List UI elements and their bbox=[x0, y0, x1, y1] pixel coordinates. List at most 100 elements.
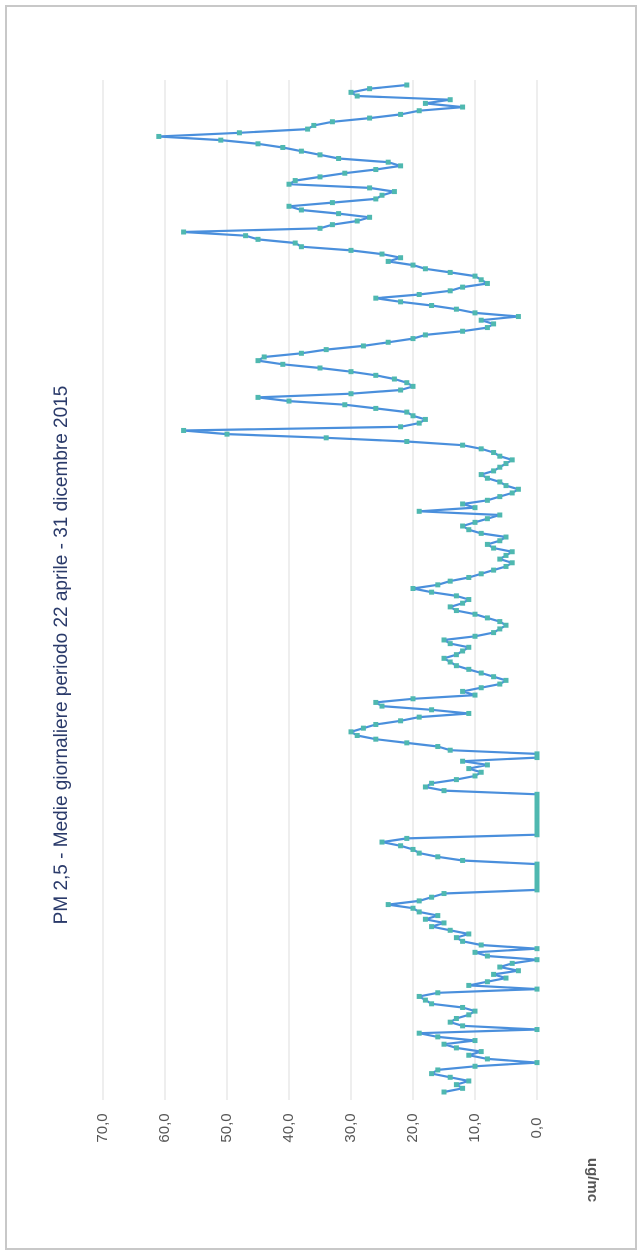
data-point bbox=[466, 644, 472, 650]
data-point bbox=[354, 218, 360, 224]
data-point bbox=[503, 563, 509, 569]
data-point bbox=[286, 398, 292, 404]
data-point bbox=[410, 846, 416, 852]
data-point bbox=[441, 788, 447, 794]
data-point bbox=[329, 200, 335, 206]
data-point bbox=[466, 527, 472, 533]
data-point bbox=[416, 108, 422, 114]
data-point bbox=[534, 946, 540, 952]
data-point bbox=[435, 854, 441, 860]
data-point bbox=[416, 714, 422, 720]
data-point bbox=[441, 1089, 447, 1095]
data-point bbox=[447, 659, 453, 665]
data-point bbox=[422, 100, 428, 106]
data-point bbox=[410, 336, 416, 342]
data-point bbox=[429, 303, 435, 309]
data-point bbox=[348, 89, 354, 95]
data-point bbox=[484, 516, 490, 522]
data-point bbox=[453, 777, 459, 783]
data-point bbox=[429, 1071, 435, 1077]
data-point bbox=[181, 229, 187, 235]
data-point bbox=[323, 435, 329, 441]
data-point bbox=[236, 130, 242, 136]
data-point bbox=[460, 648, 466, 654]
y-tick-label: 60,0 bbox=[156, 1113, 173, 1142]
data-point bbox=[478, 472, 484, 478]
data-point bbox=[367, 115, 373, 121]
chart-frame bbox=[5, 5, 637, 1250]
data-point bbox=[478, 571, 484, 577]
data-point bbox=[466, 982, 472, 988]
data-point bbox=[379, 703, 385, 709]
data-point bbox=[472, 505, 478, 511]
data-point bbox=[447, 288, 453, 294]
data-point bbox=[503, 677, 509, 683]
data-point bbox=[478, 277, 484, 283]
data-point bbox=[515, 314, 521, 320]
data-point bbox=[385, 339, 391, 345]
data-point bbox=[534, 817, 540, 823]
data-point bbox=[336, 156, 342, 162]
data-point bbox=[410, 586, 416, 591]
data-point bbox=[491, 971, 497, 977]
data-point bbox=[373, 167, 379, 173]
y-tick-label: 50,0 bbox=[218, 1113, 235, 1142]
data-point bbox=[534, 957, 540, 963]
data-point bbox=[354, 93, 360, 99]
data-point bbox=[441, 655, 447, 661]
data-point bbox=[460, 523, 466, 529]
data-point bbox=[534, 832, 540, 838]
data-point bbox=[534, 883, 540, 889]
data-point bbox=[286, 203, 292, 209]
data-point bbox=[429, 894, 435, 900]
data-point bbox=[410, 696, 416, 702]
data-point bbox=[466, 597, 472, 603]
data-point bbox=[398, 299, 404, 305]
data-point bbox=[404, 82, 410, 88]
data-point bbox=[484, 325, 490, 331]
data-point bbox=[373, 405, 379, 411]
data-point bbox=[472, 773, 478, 779]
data-point bbox=[416, 420, 422, 426]
data-point bbox=[460, 104, 466, 110]
data-point bbox=[329, 222, 335, 228]
data-point bbox=[416, 909, 422, 915]
data-point bbox=[429, 1001, 435, 1007]
data-point bbox=[416, 291, 422, 297]
data-point bbox=[497, 538, 503, 544]
data-point bbox=[472, 310, 478, 316]
data-point bbox=[497, 681, 503, 687]
data-point bbox=[354, 733, 360, 739]
data-point bbox=[460, 284, 466, 290]
data-point bbox=[422, 332, 428, 338]
y-tick-label: 0,0 bbox=[528, 1118, 545, 1139]
data-point bbox=[398, 111, 404, 117]
data-point bbox=[385, 159, 391, 165]
data-point bbox=[453, 1082, 459, 1088]
data-point bbox=[453, 593, 459, 599]
data-point bbox=[453, 306, 459, 312]
data-point bbox=[373, 699, 379, 705]
y-tick-label: 20,0 bbox=[404, 1113, 421, 1142]
data-point bbox=[422, 266, 428, 272]
data-point bbox=[373, 196, 379, 202]
data-point bbox=[491, 674, 497, 680]
data-point bbox=[360, 343, 366, 349]
data-point bbox=[422, 416, 428, 422]
data-point bbox=[509, 457, 515, 463]
data-point bbox=[280, 361, 286, 367]
data-point bbox=[336, 211, 342, 217]
data-point bbox=[472, 1008, 478, 1014]
data-point bbox=[460, 442, 466, 448]
data-point bbox=[404, 380, 410, 386]
data-point bbox=[466, 766, 472, 772]
data-point bbox=[329, 119, 335, 125]
data-point bbox=[410, 413, 416, 419]
data-point bbox=[534, 799, 540, 805]
data-point bbox=[484, 541, 490, 547]
data-point bbox=[441, 891, 447, 897]
data-point bbox=[534, 828, 540, 834]
data-point bbox=[503, 975, 509, 981]
data-point bbox=[416, 508, 422, 514]
data-point bbox=[305, 126, 311, 132]
